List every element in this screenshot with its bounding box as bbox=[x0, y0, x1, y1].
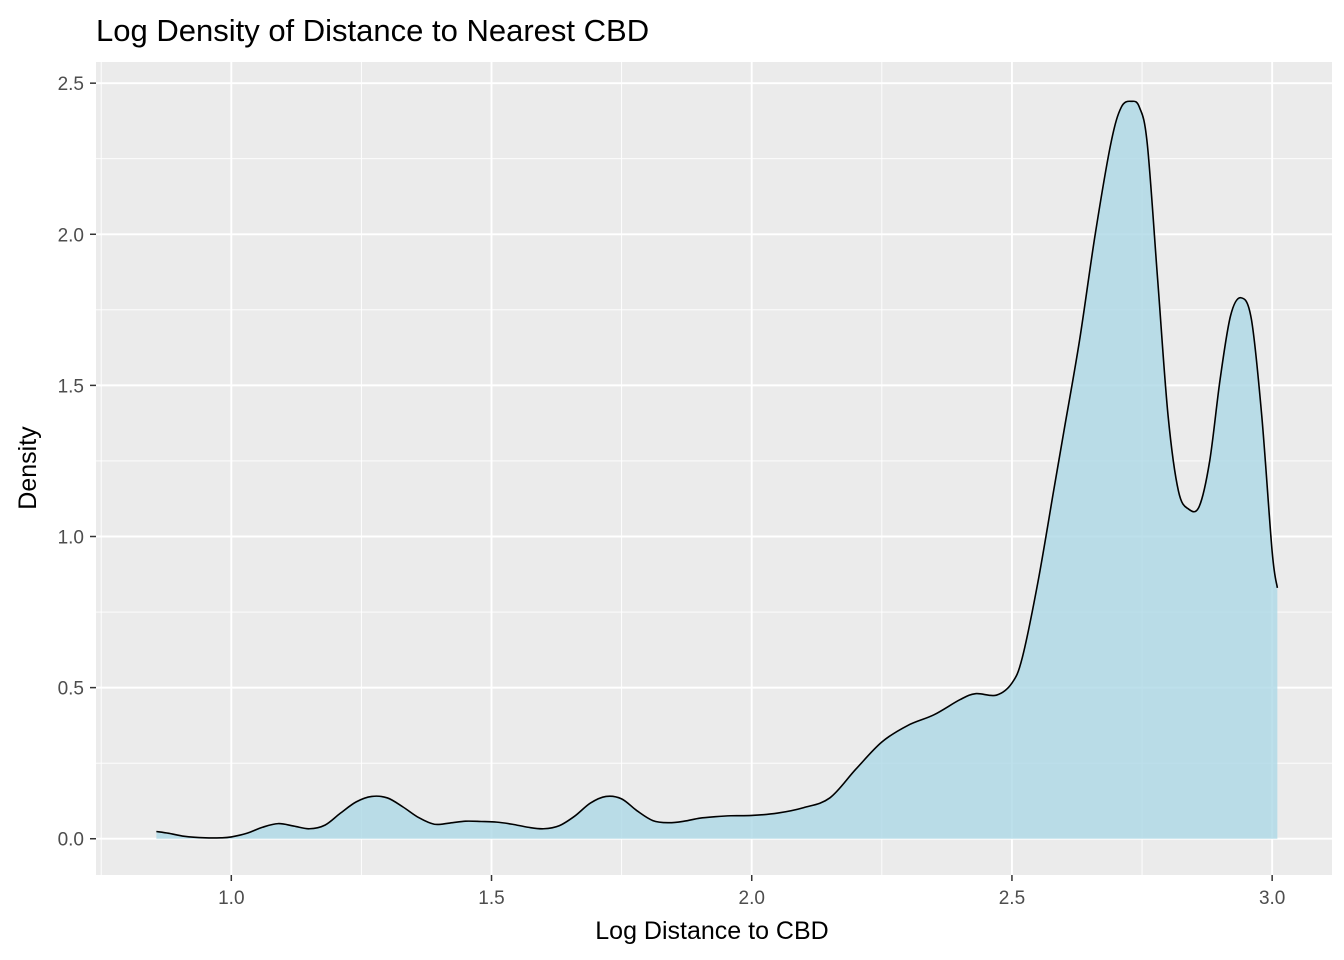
x-tick-label-1: 1.5 bbox=[478, 888, 504, 909]
chart-title: Log Density of Distance to Nearest CBD bbox=[96, 13, 649, 48]
x-tick-label-4: 3.0 bbox=[1259, 888, 1285, 909]
y-tick-label-5: 2.5 bbox=[58, 74, 84, 95]
x-tick-label-3: 2.5 bbox=[999, 888, 1025, 909]
x-axis: 1.0 1.5 2.0 2.5 3.0 bbox=[218, 875, 1285, 909]
x-tick-label-0: 1.0 bbox=[218, 888, 244, 909]
y-tick-label-1: 0.5 bbox=[58, 679, 84, 700]
y-axis-title: Density bbox=[14, 426, 42, 510]
x-tick-label-2: 2.0 bbox=[739, 888, 765, 909]
y-tick-label-0: 0.0 bbox=[58, 830, 84, 851]
y-tick-label-2: 1.0 bbox=[58, 528, 84, 549]
density-line bbox=[156, 100, 1279, 839]
y-axis: 0.0 0.5 1.0 1.5 2.0 2.5 bbox=[58, 74, 96, 851]
y-tick-label-3: 1.5 bbox=[58, 376, 84, 397]
density-area bbox=[156, 101, 1278, 839]
x-axis-title: Log Distance to CBD bbox=[595, 917, 828, 945]
y-tick-label-4: 2.0 bbox=[58, 225, 84, 246]
